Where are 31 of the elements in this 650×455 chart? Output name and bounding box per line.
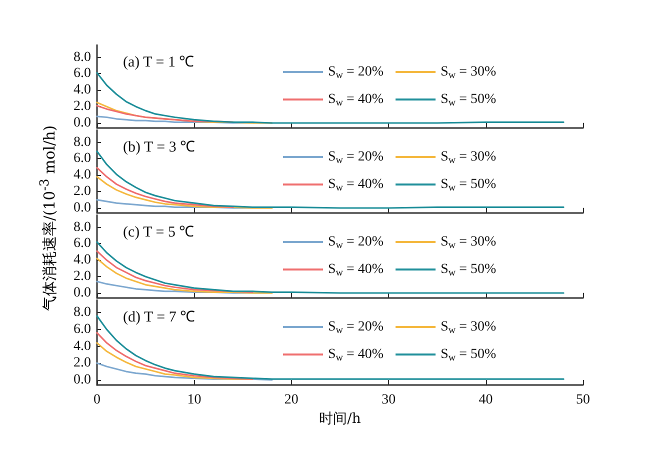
y-tick-label: 0.0 <box>74 116 91 130</box>
y-tick-label: 4.0 <box>74 168 91 183</box>
text: (a) T = 1 ℃ <box>123 54 194 70</box>
y-tick-label: 6.0 <box>74 66 91 82</box>
x-tick-label: 50 <box>576 392 590 408</box>
x-tick-label: 10 <box>187 392 202 408</box>
x-tick-label: 20 <box>284 392 298 408</box>
y-tick-label: 8.0 <box>74 134 91 150</box>
text: (b) T = 3 ℃ <box>123 140 196 156</box>
y-tick-label: 8.0 <box>74 50 91 65</box>
y-tick-label: 4.0 <box>74 338 91 354</box>
y-tick-label: 4.0 <box>74 252 91 268</box>
y-tick-label: 2.0 <box>74 99 91 114</box>
y-tick-label: 2.0 <box>74 184 91 200</box>
y-tick-label: 4.0 <box>74 82 91 98</box>
x-axis-title: 时间/h <box>319 410 361 427</box>
x-tick-label: 0 <box>94 392 100 408</box>
y-tick-label: 8.0 <box>74 305 91 320</box>
y-tick-label: 8.0 <box>74 220 91 235</box>
y-tick-label: 2.0 <box>74 356 91 371</box>
text: (c) T = 5 ℃ <box>123 224 194 240</box>
y-tick-label: 0.0 <box>74 372 91 388</box>
y-tick-label: 0.0 <box>74 286 91 300</box>
y-tick-label: 6.0 <box>74 151 91 166</box>
x-tick-label: 40 <box>478 392 493 408</box>
y-tick-label: 6.0 <box>74 236 91 252</box>
x-tick-label: 30 <box>382 392 396 408</box>
y-tick-label: 6.0 <box>74 322 91 337</box>
y-tick-label: 0.0 <box>74 200 91 216</box>
y-tick-label: 2.0 <box>74 269 91 284</box>
text: (d) T = 7 ℃ <box>123 310 196 326</box>
